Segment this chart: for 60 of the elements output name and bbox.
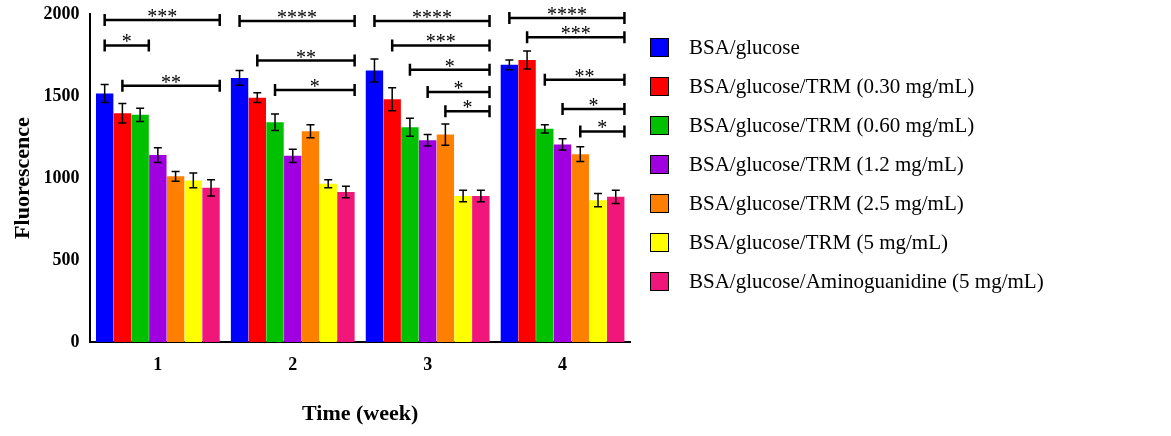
x-tick-label: 1 [153,354,163,375]
annotation: **** [277,6,318,29]
bar [383,99,401,342]
bar [589,200,607,342]
legend-label: BSA/glucose/Aminoguanidine (5 mg/mL) [689,269,1044,294]
annotation: *** [147,5,178,28]
annotation: ** [161,70,182,93]
bar [418,140,437,342]
annotation: * [121,30,132,53]
bar [500,64,519,342]
x-tick-label: 3 [423,354,433,375]
bar [454,196,472,342]
bar [365,70,384,342]
bar [95,93,114,342]
annotation: * [462,96,473,119]
bar [230,77,249,342]
bar [553,144,572,342]
annotation: * [597,116,608,139]
bar [166,176,185,342]
annotation: ** [574,64,595,87]
bar [319,183,337,342]
annotation: * [588,94,599,117]
x-tick-label: 2 [288,354,298,375]
y-tick-label: 1500 [43,84,80,105]
x-tick-label: 4 [558,354,568,375]
annotation: *** [425,30,456,53]
legend-label: BSA/glucose/TRM (0.60 mg/mL) [689,113,975,138]
legend-label: BSA/glucose/TRM (2.5 mg/mL) [689,191,964,216]
bar [149,155,167,342]
bar [436,134,455,342]
legend-label: BSA/glucose/TRM (5 mg/mL) [689,230,948,255]
y-axis-title: Fluorescence [8,116,34,239]
y-tick-label: 1000 [43,166,80,187]
bar [202,187,220,342]
y-tick-label: 0 [70,330,80,351]
annotation: ** [295,45,316,68]
bar [518,59,536,342]
annotation: **** [411,6,452,29]
legend-label: BSA/glucose/TRM (0.30 mg/mL) [689,74,975,99]
annotation: * [453,76,464,99]
bar [248,97,266,342]
annotation: * [309,74,320,97]
y-tick-label: 2000 [43,2,80,23]
bar [607,196,625,342]
bar [571,154,589,342]
annotation: * [444,54,455,77]
bar [301,131,320,342]
bar [401,127,419,342]
bar [113,113,132,342]
bar [284,155,302,342]
bar [184,180,202,342]
bar [337,191,355,342]
x-axis-title: Time (week) [302,400,419,426]
bar [266,122,284,342]
legend-label: BSA/glucose [689,35,800,60]
bar [472,196,490,342]
bar [131,114,149,342]
legend-label: BSA/glucose/TRM (1.2 mg/mL) [689,152,964,177]
bar [536,128,554,342]
y-tick-label: 500 [52,248,80,269]
